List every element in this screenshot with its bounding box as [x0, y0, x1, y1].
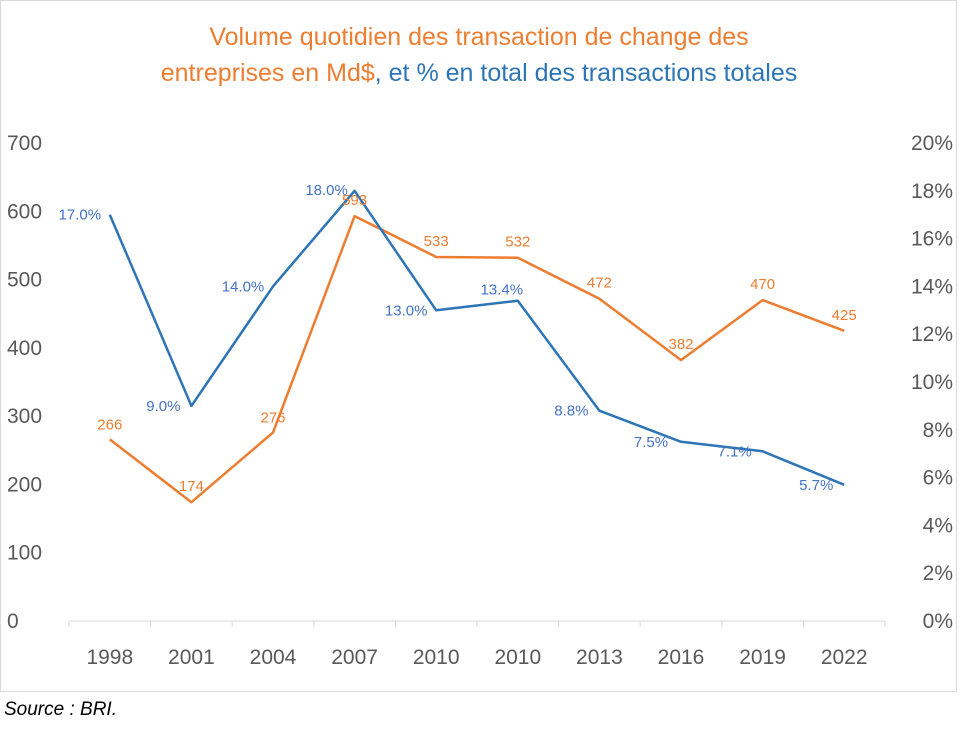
- x-tick-label: 2001: [168, 646, 215, 669]
- volume-data-label: 174: [179, 478, 204, 495]
- right-tick-label: 0%: [923, 610, 953, 633]
- share-data-label: 7.1%: [717, 443, 751, 460]
- chart-title-line-2: entreprises en Md$, et % en total des tr…: [161, 59, 797, 87]
- left-tick-label: 100: [7, 542, 42, 565]
- right-tick-label: 4%: [923, 514, 953, 537]
- share-data-label: 13.0%: [385, 302, 428, 319]
- volume-data-label: 532: [505, 234, 530, 251]
- left-tick-label: 300: [7, 405, 42, 428]
- right-tick-label: 18%: [911, 180, 953, 203]
- line-chart: Volume quotidien des transaction de chan…: [7, 23, 953, 669]
- left-tick-label: 500: [7, 269, 42, 292]
- right-tick-label: 14%: [911, 275, 953, 298]
- share-data-label: 13.4%: [481, 282, 524, 299]
- right-tick-label: 8%: [923, 419, 953, 442]
- right-tick-label: 2%: [923, 562, 953, 585]
- share-data-label: 17.0%: [59, 207, 102, 224]
- volume-data-label: 266: [97, 416, 122, 433]
- volume-data-label: 382: [668, 336, 693, 353]
- volume-data-label: 533: [424, 233, 449, 250]
- volume-data-label: 593: [342, 192, 367, 209]
- x-tick-label: 2010: [413, 646, 460, 669]
- x-tick-label: 2022: [821, 646, 868, 669]
- axes: 1998 2001 2004 2007 2010 2010 2013 2016 2019 2022…: [7, 132, 953, 669]
- x-tick-label: 1998: [86, 646, 133, 669]
- chart-title-part-percent: , et % en total des transactions totales: [375, 59, 797, 87]
- x-tick-label: 2016: [658, 646, 705, 669]
- left-tick-label: 200: [7, 473, 42, 496]
- data-labels: 266 174 276 593 533 532 472 382 470 425 17.0% 9.0% 1…: [59, 182, 857, 495]
- source-note: Source : BRI.: [4, 699, 117, 720]
- volume-data-label: 425: [832, 307, 857, 324]
- share-data-label: 9.0%: [146, 398, 180, 415]
- share-data-label: 18.0%: [305, 182, 348, 199]
- volume-data-label: 472: [587, 275, 612, 292]
- series: [108, 189, 845, 504]
- share-data-label: 5.7%: [799, 477, 833, 494]
- left-tick-label: 0: [7, 610, 19, 633]
- volume-data-label: 276: [260, 410, 285, 427]
- right-tick-label: 12%: [911, 323, 953, 346]
- share-data-label: 8.8%: [554, 403, 588, 420]
- x-tick-label: 2007: [331, 646, 378, 669]
- left-tick-label: 700: [7, 132, 42, 155]
- volume-data-label: 470: [750, 276, 775, 293]
- left-tick-label: 600: [7, 200, 42, 223]
- share-data-label: 14.0%: [222, 278, 265, 295]
- right-tick-label: 10%: [911, 371, 953, 394]
- right-tick-label: 16%: [911, 228, 953, 251]
- right-tick-label: 6%: [923, 467, 953, 490]
- chart-title-part-volume: entreprises en Md$: [161, 59, 375, 87]
- share-series-line: [108, 189, 845, 486]
- left-tick-label: 400: [7, 337, 42, 360]
- chart-frame: Volume quotidien des transaction de chan…: [0, 0, 957, 692]
- volume-series-line: [109, 214, 845, 504]
- x-tick-label: 2004: [250, 646, 297, 669]
- x-tick-label: 2010: [494, 646, 541, 669]
- chart-title-line-1: Volume quotidien des transaction de chan…: [209, 23, 748, 51]
- right-tick-label: 20%: [911, 132, 953, 155]
- x-tick-label: 2019: [739, 646, 786, 669]
- x-tick-label: 2013: [576, 646, 623, 669]
- share-data-label: 7.5%: [634, 434, 668, 451]
